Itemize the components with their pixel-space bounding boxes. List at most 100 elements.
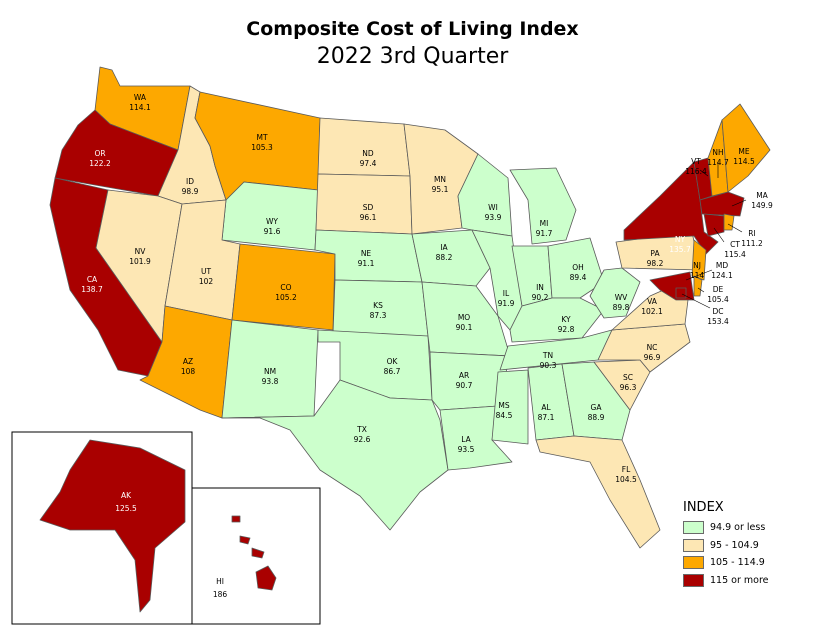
state-label-NV-value: 101.9 xyxy=(129,257,151,266)
state-label-KY-name: KY xyxy=(561,315,571,324)
state-label-DC-value: 153.4 xyxy=(707,317,729,326)
hawaii-island xyxy=(251,547,265,559)
state-label-CT-value: 115.4 xyxy=(724,250,746,259)
state-label-GA-value: 88.9 xyxy=(588,413,605,422)
state-label-NM-value: 93.8 xyxy=(262,377,279,386)
state-label-MS-value: 84.5 xyxy=(496,411,513,420)
map-subtitle: 2022 3rd Quarter xyxy=(316,44,509,69)
state-label-AZ-value: 108 xyxy=(181,367,196,376)
state-label-MO-value: 90.1 xyxy=(456,323,473,332)
state-label-IA-name: IA xyxy=(440,243,448,252)
state-label-WY-value: 91.6 xyxy=(264,227,281,236)
legend-item: 94.9 or less xyxy=(683,519,813,537)
state-label-MN-name: MN xyxy=(434,175,446,184)
legend-title: INDEX xyxy=(683,500,724,515)
leader-lines xyxy=(681,162,747,309)
state-label-MI-value: 91.7 xyxy=(536,229,553,238)
state-label-WI-name: WI xyxy=(488,203,498,212)
state-TX[interactable] xyxy=(221,379,449,531)
state-label-HI-value: 186 xyxy=(213,590,228,599)
state-DC[interactable] xyxy=(675,287,687,299)
state-label-MA-value: 149.9 xyxy=(751,201,773,210)
state-label-WI-value: 93.9 xyxy=(485,213,502,222)
state-WY[interactable] xyxy=(221,181,319,251)
state-label-SC-value: 96.3 xyxy=(620,383,637,392)
state-label-NE-value: 91.1 xyxy=(358,259,375,268)
state-ME[interactable] xyxy=(721,103,771,193)
state-HI[interactable] xyxy=(255,565,277,591)
state-label-OR-name: OR xyxy=(94,149,105,158)
legend-label: 94.9 or less xyxy=(710,522,766,534)
state-label-OH-value: 89.4 xyxy=(570,273,587,282)
state-GA[interactable] xyxy=(561,361,631,441)
state-NJ[interactable] xyxy=(691,239,707,281)
state-IA[interactable] xyxy=(411,229,491,287)
legend-label: 95 - 104.9 xyxy=(710,539,759,551)
state-label-ME-name: ME xyxy=(738,147,749,156)
legend-swatch xyxy=(683,573,704,587)
state-label-MT-name: MT xyxy=(256,133,267,142)
state-label-ND-name: ND xyxy=(362,149,374,158)
state-RI[interactable] xyxy=(723,213,735,231)
state-label-SC-name: SC xyxy=(623,373,633,382)
state-label-TX-name: TX xyxy=(356,425,367,434)
state-label-HI-name: HI xyxy=(216,577,224,586)
state-WV[interactable] xyxy=(589,267,641,319)
state-label-IN-value: 90.2 xyxy=(532,293,549,302)
legend: INDEX 94.9 or less 95 - 104.9 105 - 114.… xyxy=(683,500,813,589)
state-label-ND-value: 97.4 xyxy=(360,159,377,168)
state-label-IN-name: IN xyxy=(536,283,544,292)
state-label-MD-name: MD xyxy=(716,261,728,270)
state-label-NJ-value: 114 xyxy=(690,271,705,280)
state-label-CA-value: 138.7 xyxy=(81,285,103,294)
state-label-ID-name: ID xyxy=(186,177,194,186)
hawaii-inset-frame xyxy=(191,487,321,625)
state-label-NH-value: 114.7 xyxy=(707,158,729,167)
state-label-SD-value: 96.1 xyxy=(360,213,377,222)
state-label-PA-name: PA xyxy=(650,249,660,258)
state-label-DE-value: 105.4 xyxy=(707,295,729,304)
state-NY[interactable] xyxy=(623,161,719,255)
state-OR[interactable] xyxy=(54,109,179,197)
state-KY[interactable] xyxy=(509,297,605,343)
state-label-NV-name: NV xyxy=(135,247,147,256)
state-label-NJ-name: NJ xyxy=(693,261,701,270)
state-MA[interactable] xyxy=(699,191,745,217)
state-label-MD-value: 124.1 xyxy=(711,271,733,280)
state-label-CT-name: CT xyxy=(730,240,740,249)
state-MS[interactable] xyxy=(491,369,529,445)
state-label-TN-name: TN xyxy=(542,351,553,360)
state-label-MT-value: 105.3 xyxy=(251,143,273,152)
state-label-VA-value: 102.1 xyxy=(641,307,663,316)
state-MI[interactable] xyxy=(509,167,577,245)
legend-item: 105 - 114.9 xyxy=(683,554,813,572)
legend-label: 115 or more xyxy=(710,574,769,586)
state-label-WV-value: 89.8 xyxy=(613,303,630,312)
state-label-CO-name: CO xyxy=(280,283,291,292)
state-FL[interactable] xyxy=(535,435,661,549)
state-label-NH-name: NH xyxy=(712,148,723,157)
state-DE[interactable] xyxy=(693,275,703,297)
state-OH[interactable] xyxy=(547,237,605,299)
state-label-KS-name: KS xyxy=(373,301,383,310)
state-label-DE-name: DE xyxy=(713,285,724,294)
hawaii-island xyxy=(231,515,241,523)
state-label-ID-value: 98.9 xyxy=(182,187,199,196)
state-CT[interactable] xyxy=(703,213,725,237)
hawaii-island xyxy=(239,535,251,545)
state-label-WA-name: WA xyxy=(134,93,147,102)
state-label-NE-name: NE xyxy=(361,249,372,258)
state-label-OK-value: 86.7 xyxy=(384,367,401,376)
state-label-MO-name: MO xyxy=(458,313,470,322)
state-label-WV-name: WV xyxy=(615,293,628,302)
state-label-IA-value: 88.2 xyxy=(436,253,453,262)
state-AK[interactable] xyxy=(39,439,186,613)
state-label-VA-name: VA xyxy=(647,297,658,306)
state-label-ME-value: 114.5 xyxy=(733,157,755,166)
state-label-LA-value: 93.5 xyxy=(458,445,475,454)
state-label-GA-name: GA xyxy=(591,403,603,412)
legend-swatch xyxy=(683,556,704,570)
state-label-KS-value: 87.3 xyxy=(370,311,387,320)
state-label-WY-name: WY xyxy=(266,217,278,226)
